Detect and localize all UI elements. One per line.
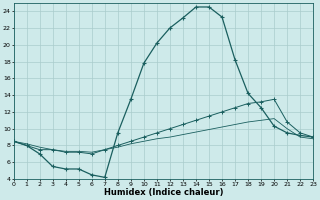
X-axis label: Humidex (Indice chaleur): Humidex (Indice chaleur): [104, 188, 223, 197]
